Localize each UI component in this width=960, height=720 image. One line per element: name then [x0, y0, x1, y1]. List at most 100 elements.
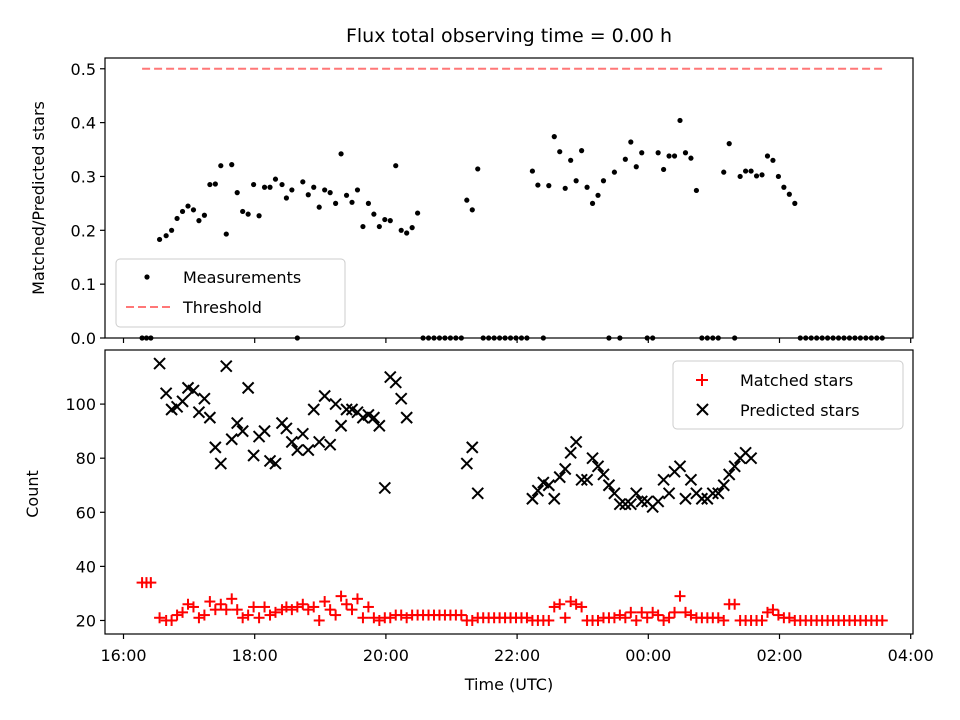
predicted-star-point	[307, 403, 320, 416]
measurement-point	[677, 117, 683, 124]
legend-matched-label: Matched stars	[740, 371, 853, 390]
legend-matched-marker	[696, 374, 708, 386]
predicted-star-point	[542, 479, 556, 492]
measurement-point	[163, 233, 169, 239]
x-tick-label: 20:00	[363, 646, 409, 665]
predicted-star-point	[657, 473, 670, 487]
predicted-star-point	[285, 435, 299, 449]
measurement-point	[387, 218, 393, 224]
matched-star-point	[166, 614, 178, 626]
top-legend: Measurements Threshold	[115, 258, 346, 328]
matched-star-point	[198, 609, 210, 621]
matched-star-point	[767, 604, 779, 616]
predicted-star-point	[378, 481, 392, 495]
legend-measurements-label: Measurements	[183, 268, 301, 287]
matched-star-point	[324, 604, 336, 616]
matched-star-point	[559, 612, 571, 624]
measurement-point	[557, 149, 563, 155]
predicted-star-point	[192, 406, 206, 419]
measurement-point	[404, 230, 410, 236]
predicted-star-point	[373, 419, 386, 432]
predicted-star-point	[569, 435, 583, 449]
matched-star-point	[619, 612, 631, 624]
measurement-point	[551, 134, 557, 140]
top-plot-frame	[104, 57, 914, 339]
measurement-point	[595, 192, 601, 198]
measurement-point	[639, 150, 645, 156]
predicted-star-point	[203, 411, 217, 424]
predicted-star-point	[624, 497, 638, 511]
measurement-point	[267, 184, 273, 190]
x-tick-label: 18:00	[232, 646, 278, 665]
matched-star-point	[663, 612, 675, 624]
matched-star-point	[215, 598, 227, 610]
measurement-point	[737, 173, 743, 180]
matched-star-point	[253, 612, 265, 624]
x-axis-label: Time (UTC)	[464, 675, 553, 694]
measurement-point	[218, 163, 224, 169]
matched-star-point	[362, 601, 374, 613]
measurement-point	[196, 218, 202, 224]
top-y-tick-label: 0.3	[71, 167, 96, 186]
measurement-point	[464, 197, 470, 203]
measurement-point	[234, 190, 240, 196]
measurement-point	[190, 207, 197, 213]
predicted-star-point	[340, 403, 353, 416]
matched-star-point	[674, 590, 686, 602]
measurement-point	[283, 195, 290, 201]
predicted-star-point	[312, 435, 326, 449]
predicted-star-point	[176, 395, 189, 408]
measurement-point	[781, 184, 787, 190]
matched-star-point	[187, 601, 199, 613]
measurement-point	[693, 187, 700, 194]
predicted-star-point	[526, 492, 539, 505]
predicted-star-point	[679, 492, 692, 505]
measurement-point	[415, 210, 421, 216]
predicted-star-point	[236, 424, 249, 438]
x-tick-label: 00:00	[625, 646, 671, 665]
measurement-point	[753, 173, 760, 179]
matched-star-point	[209, 604, 221, 616]
bottom-y-tick-label: 100	[65, 395, 96, 414]
measurement-point	[748, 168, 754, 174]
measurement-point	[354, 187, 361, 193]
matched-star-point	[154, 612, 166, 624]
measurement-point	[759, 172, 765, 178]
x-tick-label: 02:00	[756, 646, 802, 665]
predicted-star-point	[662, 487, 676, 500]
predicted-star-point	[586, 451, 599, 465]
top-y-tick-label: 0.5	[71, 60, 96, 79]
predicted-star-point	[220, 360, 233, 373]
measurement-point	[207, 181, 213, 188]
measurement-point	[305, 192, 311, 198]
measurement-point	[589, 200, 596, 206]
measurement-point	[611, 169, 618, 175]
measurement-point	[682, 150, 689, 156]
measurement-point	[573, 178, 579, 184]
matched-star-point	[669, 606, 681, 618]
predicted-star-point	[591, 460, 605, 473]
predicted-star-point	[230, 416, 244, 430]
measurement-point	[349, 199, 355, 205]
measurement-point	[223, 231, 229, 237]
x-tick-label: 16:00	[100, 646, 146, 665]
measurement-point	[409, 225, 415, 231]
predicted-star-point	[630, 487, 643, 500]
matched-star-point	[313, 614, 325, 626]
matched-star-point	[177, 606, 189, 618]
measurement-point	[333, 200, 339, 206]
panel-ratio: 0.0 0.1 0.2 0.3 0.4 0.5 Matched/Predicted sta…	[29, 57, 914, 348]
measurement-point	[300, 179, 306, 185]
matched-star-point	[145, 577, 157, 589]
matched-star-point	[641, 612, 653, 624]
predicted-star-point	[706, 487, 720, 500]
predicted-star-point	[400, 411, 413, 424]
top-y-tick-label: 0.1	[71, 275, 96, 294]
predicted-star-point	[466, 441, 479, 454]
measurement-point	[770, 157, 776, 163]
matched-star-point	[220, 604, 232, 616]
matched-star-point	[756, 614, 768, 626]
measurement-point	[562, 185, 568, 191]
predicted-star-point	[258, 424, 271, 438]
